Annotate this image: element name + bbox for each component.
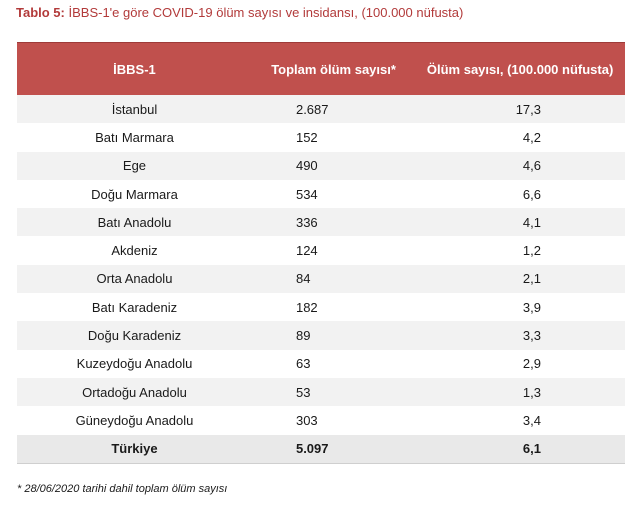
rate-cell: 3,4 — [415, 406, 625, 435]
covid-deaths-table: İBBS-1 Toplam ölüm sayısı* Ölüm sayısı, … — [17, 42, 625, 464]
deaths-cell: 63 — [251, 349, 416, 378]
region-cell: Batı Karadeniz — [17, 293, 252, 322]
rate-cell: 2,1 — [415, 264, 625, 294]
rate-cell: 6,1 — [415, 434, 625, 464]
region-cell: Doğu Marmara — [17, 179, 252, 209]
table-title-label: Tablo 5: — [16, 5, 65, 20]
table-row: Doğu Karadeniz 89 3,3 — [17, 321, 625, 350]
table-row: Kuzeydoğu Anadolu 63 2,9 — [17, 349, 625, 378]
rate-cell: 17,3 — [415, 95, 625, 124]
rate-cell: 1,3 — [415, 377, 625, 407]
region-cell: Ege — [17, 151, 252, 180]
table-row: Akdeniz 124 1,2 — [17, 236, 625, 265]
region-cell: Ortadoğu Anadolu — [17, 377, 252, 407]
table-row: Ege 490 4,6 — [17, 151, 625, 180]
deaths-cell: 89 — [251, 321, 416, 350]
table-row: İstanbul 2.687 17,3 — [17, 95, 625, 124]
header-total-deaths: Toplam ölüm sayısı* — [251, 42, 416, 95]
deaths-cell: 152 — [251, 123, 416, 152]
region-cell: Orta Anadolu — [17, 264, 252, 294]
rate-cell: 3,9 — [415, 293, 625, 322]
region-cell: Türkiye — [17, 434, 252, 464]
deaths-cell: 336 — [251, 208, 416, 237]
deaths-cell: 490 — [251, 151, 416, 180]
table-title-text: İBBS-1'e göre COVID-19 ölüm sayısı ve in… — [68, 5, 464, 20]
rate-cell: 6,6 — [415, 179, 625, 209]
table-row: Batı Karadeniz 182 3,9 — [17, 293, 625, 322]
header-region: İBBS-1 — [17, 42, 252, 95]
table-row: Doğu Marmara 534 6,6 — [17, 179, 625, 209]
table-header-row: İBBS-1 Toplam ölüm sayısı* Ölüm sayısı, … — [17, 42, 625, 95]
deaths-cell: 2.687 — [251, 95, 416, 124]
rate-cell: 3,3 — [415, 321, 625, 350]
table-row: Ortadoğu Anadolu 53 1,3 — [17, 377, 625, 407]
region-cell: Batı Marmara — [17, 123, 252, 152]
header-death-rate: Ölüm sayısı, (100.000 nüfusta) — [415, 42, 625, 95]
region-cell: Batı Anadolu — [17, 208, 252, 237]
table-body: İstanbul 2.687 17,3 Batı Marmara 152 4,2 Ege 49… — [17, 95, 625, 464]
region-cell: Akdeniz — [17, 236, 252, 265]
region-cell: Kuzeydoğu Anadolu — [17, 349, 252, 378]
table-row: Batı Marmara 152 4,2 — [17, 123, 625, 152]
table-row: Güneydoğu Anadolu 303 3,4 — [17, 406, 625, 435]
deaths-cell: 84 — [251, 264, 416, 294]
deaths-cell: 182 — [251, 293, 416, 322]
rate-cell: 4,1 — [415, 208, 625, 237]
rate-cell: 4,2 — [415, 123, 625, 152]
region-cell: İstanbul — [17, 95, 252, 124]
deaths-cell: 124 — [251, 236, 416, 265]
rate-cell: 4,6 — [415, 151, 625, 180]
deaths-cell: 5.097 — [251, 434, 416, 464]
table-title: Tablo 5: İBBS-1'e göre COVID-19 ölüm say… — [16, 5, 463, 20]
deaths-cell: 53 — [251, 377, 416, 407]
rate-cell: 2,9 — [415, 349, 625, 378]
deaths-cell: 534 — [251, 179, 416, 209]
table-row: Orta Anadolu 84 2,1 — [17, 264, 625, 294]
table-total-row: Türkiye 5.097 6,1 — [17, 434, 625, 464]
deaths-cell: 303 — [251, 406, 416, 435]
table-row: Batı Anadolu 336 4,1 — [17, 208, 625, 237]
rate-cell: 1,2 — [415, 236, 625, 265]
region-cell: Doğu Karadeniz — [17, 321, 252, 350]
region-cell: Güneydoğu Anadolu — [17, 406, 252, 435]
footnote: * 28/06/2020 tarihi dahil toplam ölüm sa… — [17, 483, 228, 495]
